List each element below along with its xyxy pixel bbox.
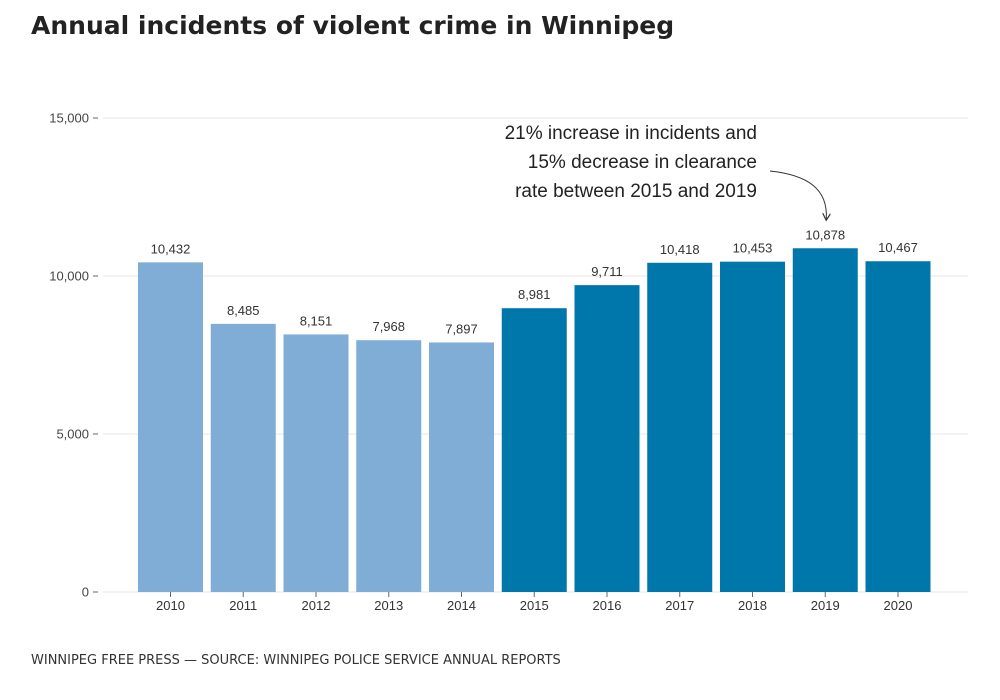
y-tick-label: 10,000 <box>49 269 89 284</box>
y-tick-label: 15,000 <box>49 111 89 126</box>
bars <box>138 248 931 593</box>
data-labels: 10,432 8,485 8,151 7,968 7,897 8,981 9,711 10,4… <box>151 227 918 336</box>
data-label: 7,897 <box>445 321 478 336</box>
x-tick-label: 2011 <box>229 598 257 613</box>
bar <box>720 261 785 592</box>
bar <box>792 248 858 593</box>
x-tick-label: 2012 <box>302 598 331 613</box>
bar <box>138 262 203 592</box>
data-label: 10,453 <box>733 241 773 256</box>
annotation: 21% increase in incidents and 15% decreas… <box>505 123 827 219</box>
data-label: 8,485 <box>227 303 260 318</box>
x-tick-label: 2020 <box>884 598 913 613</box>
annotation-line: rate between 2015 and 2019 <box>515 181 757 202</box>
bar <box>574 285 640 592</box>
x-tick-label: 2017 <box>665 598 694 613</box>
source-footer: WINNIPEG FREE PRESS — SOURCE: WINNIPEG P… <box>31 653 561 668</box>
bar <box>501 308 567 592</box>
bar <box>865 261 931 592</box>
bar <box>647 262 713 592</box>
x-tick-label: 2013 <box>374 598 403 613</box>
bar <box>356 340 422 592</box>
x-axis: 2010 2011 2012 2013 2014 2015 2016 2017 2018 2019… <box>156 592 912 613</box>
data-label: 10,432 <box>151 241 191 256</box>
x-tick-label: 2015 <box>520 598 549 613</box>
x-tick-label: 2018 <box>738 598 767 613</box>
bar <box>210 323 276 592</box>
y-axis: 0 5,000 10,000 15,000 <box>49 111 98 600</box>
data-label: 10,878 <box>805 227 845 242</box>
data-label: 10,467 <box>878 240 918 255</box>
x-tick-label: 2010 <box>156 598 185 613</box>
data-label: 8,981 <box>518 287 551 302</box>
y-tick-label: 5,000 <box>56 427 89 442</box>
data-label: 8,151 <box>300 313 333 328</box>
bar <box>429 342 494 592</box>
data-label: 10,418 <box>660 242 700 257</box>
bar <box>283 334 349 592</box>
x-tick-label: 2014 <box>447 598 476 613</box>
annotation-arrow <box>769 170 826 219</box>
annotation-line: 21% increase in incidents and <box>505 123 757 144</box>
chart-title: Annual incidents of violent crime in Win… <box>31 11 675 40</box>
x-tick-label: 2016 <box>593 598 622 613</box>
annotation-line: 15% decrease in clearance <box>528 152 757 173</box>
x-tick-label: 2019 <box>811 598 840 613</box>
y-tick-label: 0 <box>82 585 89 600</box>
data-label: 9,711 <box>591 264 623 279</box>
data-label: 7,968 <box>372 319 405 334</box>
